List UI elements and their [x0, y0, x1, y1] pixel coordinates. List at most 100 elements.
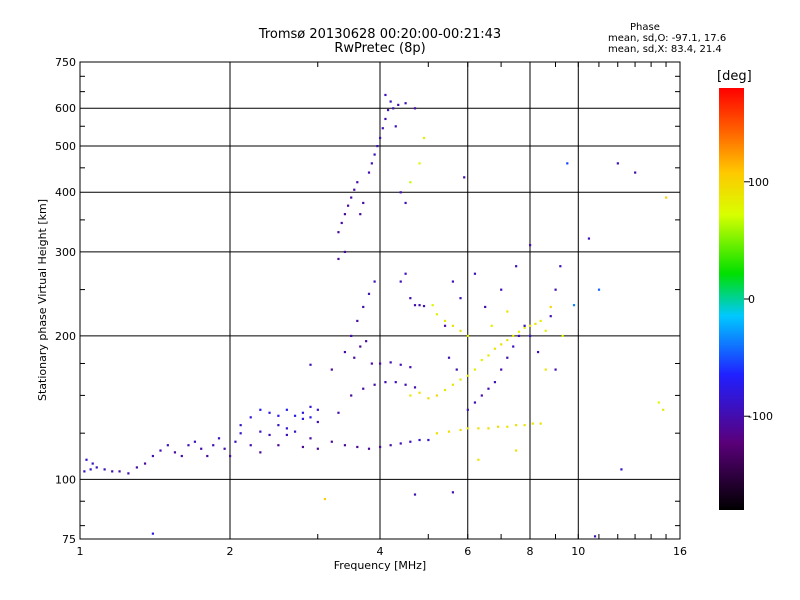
data-point — [234, 440, 237, 443]
data-point — [399, 363, 402, 366]
data-point — [309, 363, 312, 366]
data-point — [418, 438, 421, 442]
y-tick-label: 400 — [55, 186, 76, 199]
x-axis-label: Frequency [MHz] — [334, 559, 426, 572]
x-tick-label: 6 — [464, 545, 471, 558]
data-point — [435, 432, 438, 435]
data-point — [561, 334, 564, 338]
data-point — [523, 324, 526, 327]
data-point — [529, 334, 532, 338]
x-tick-label: 8 — [527, 545, 534, 558]
data-point — [427, 438, 430, 442]
data-point — [337, 231, 340, 234]
data-point — [477, 458, 480, 461]
data-point — [309, 416, 312, 419]
data-point — [127, 472, 130, 475]
colorbar-tick-label: 100 — [748, 176, 769, 189]
data-point — [435, 313, 438, 316]
data-point — [330, 368, 333, 371]
data-point — [337, 411, 340, 414]
data-point — [566, 162, 569, 165]
data-point — [370, 162, 373, 165]
data-point — [187, 444, 190, 447]
data-point — [422, 136, 426, 140]
data-point — [443, 319, 447, 323]
data-point — [309, 405, 312, 408]
y-tick-label: 75 — [62, 533, 76, 546]
data-point — [343, 350, 347, 354]
data-point — [459, 297, 462, 300]
data-point — [277, 424, 280, 427]
data-point — [418, 391, 421, 394]
data-point — [544, 368, 547, 371]
data-point — [180, 454, 183, 458]
data-point — [350, 394, 353, 397]
data-point — [285, 408, 288, 411]
data-point — [544, 329, 547, 332]
phase-stats-o: mean, sd,O: -97.1, 17.6 — [608, 33, 727, 44]
data-point — [451, 491, 455, 494]
data-point — [389, 361, 392, 364]
data-point — [418, 304, 421, 307]
y-tick-label: 300 — [55, 246, 76, 259]
data-point — [301, 445, 305, 449]
data-point — [473, 272, 477, 275]
data-point — [477, 427, 480, 430]
x-tick-label: 4 — [377, 545, 384, 558]
data-point — [118, 470, 121, 473]
data-point — [512, 334, 515, 338]
data-point — [384, 93, 387, 97]
data-point — [143, 462, 147, 465]
data-point — [394, 381, 397, 384]
grid — [80, 62, 680, 539]
data-point — [487, 387, 490, 390]
data-point — [239, 424, 242, 427]
data-point — [259, 408, 262, 411]
data-point — [554, 288, 557, 291]
data-point — [367, 171, 371, 174]
data-point — [384, 117, 387, 121]
data-point — [466, 374, 469, 377]
data-point — [277, 414, 280, 417]
data-point — [431, 304, 434, 307]
data-point — [529, 324, 532, 327]
data-point — [487, 427, 490, 430]
data-point — [409, 181, 412, 184]
data-point — [316, 447, 319, 450]
data-point — [500, 343, 503, 346]
data-point — [259, 451, 262, 454]
data-point — [394, 125, 397, 128]
data-point — [362, 387, 365, 390]
data-point — [151, 454, 155, 458]
data-point — [463, 176, 466, 179]
axis-ticks: 1 2 4 6 8 10 16 75 100 200 300 400 500 600 750 — [55, 56, 687, 558]
data-point — [239, 432, 242, 435]
data-point — [620, 468, 623, 471]
data-point — [523, 326, 526, 329]
data-point — [399, 442, 402, 445]
data-point — [500, 368, 503, 371]
data-point — [534, 322, 537, 325]
data-point — [473, 368, 477, 371]
data-point — [301, 417, 305, 420]
data-point — [285, 427, 288, 430]
phase-stats-x: mean, sd,X: 83.4, 21.4 — [608, 44, 722, 55]
data-point — [370, 362, 373, 365]
data-point — [480, 394, 483, 397]
data-point — [404, 272, 407, 275]
data-point — [359, 345, 362, 348]
data-point — [200, 447, 203, 450]
data-point — [587, 237, 591, 240]
data-point — [409, 394, 412, 397]
data-point — [435, 394, 438, 397]
data-point — [362, 201, 365, 205]
data-point — [223, 447, 226, 450]
data-point — [451, 383, 455, 386]
data-point — [389, 444, 392, 447]
data-point — [340, 221, 343, 225]
chart-title: Tromsø 20130628 00:20:00-00:21:43 — [258, 27, 502, 42]
data-point — [413, 107, 417, 110]
data-point — [459, 329, 462, 332]
data-point — [379, 136, 382, 140]
data-point — [285, 433, 288, 437]
